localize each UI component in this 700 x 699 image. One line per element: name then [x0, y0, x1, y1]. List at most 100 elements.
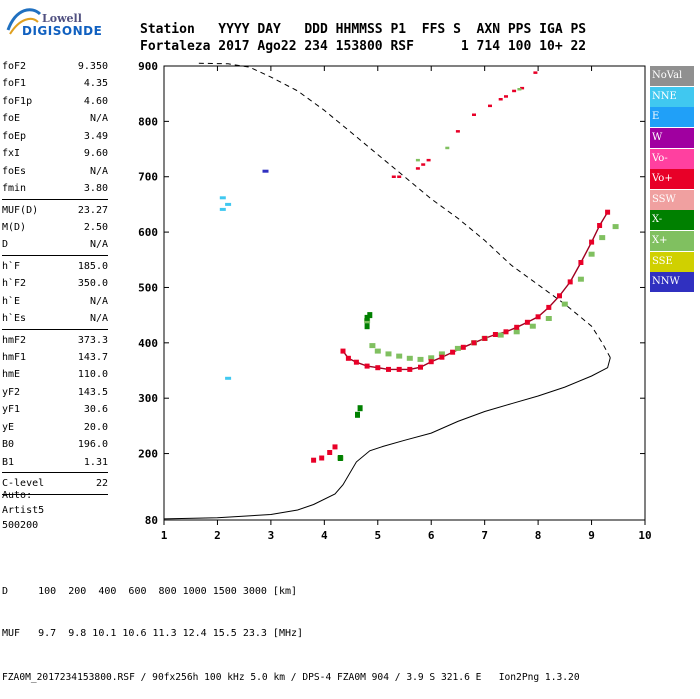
y-tick-label: 900	[138, 60, 158, 73]
param-name: foEs	[2, 165, 27, 177]
param-row-hes: h`Es N/A	[2, 310, 108, 327]
param-name: D	[2, 239, 9, 251]
param-name: foF1	[2, 78, 27, 90]
param-separator	[2, 328, 108, 330]
param-row-b1: B1 1.31	[2, 454, 108, 471]
param-name: foEp	[2, 130, 27, 142]
x-tick-label: 10	[638, 529, 651, 542]
x-tick-label: 1	[161, 529, 168, 542]
o-sporadic-echo	[397, 175, 402, 178]
o-plus-echo	[439, 354, 445, 360]
electron-density-profile	[163, 357, 611, 520]
o-plus-echo	[396, 366, 402, 372]
x-tick-label: 8	[535, 529, 542, 542]
param-value: 4.35	[83, 78, 108, 90]
o-plus-echo	[578, 260, 584, 265]
x-tick-label: 6	[428, 529, 435, 542]
param-row-hf: h`F 185.0	[2, 258, 108, 275]
o-plus-echo	[524, 319, 530, 325]
f-trace-fit-line	[342, 211, 609, 371]
legend-item-x: X-	[650, 210, 694, 231]
param-row-clevel: C-level 22	[2, 475, 108, 492]
o-plus-echo	[535, 314, 541, 320]
x-minus-echo	[364, 314, 370, 321]
param-row-foes: foEs N/A	[2, 163, 108, 180]
x-tick-label: 5	[374, 529, 381, 542]
o-plus-echo	[345, 355, 351, 361]
param-value: N/A	[89, 113, 108, 125]
x-minus-echo	[357, 405, 363, 412]
x-plus-echo	[529, 323, 536, 329]
param-value: N/A	[89, 313, 108, 325]
o-plus-echo	[605, 209, 611, 215]
param-name: C-level	[2, 478, 45, 490]
param-value: N/A	[89, 295, 108, 307]
o-sporadic-echo	[498, 98, 503, 101]
digisonde-logo: Lowell DIGISONDE	[4, 4, 154, 44]
x-plus-echo	[561, 301, 568, 307]
param-row-fmin: fmin 3.80	[2, 180, 108, 197]
x-sporadic-echo	[415, 158, 420, 162]
o-plus-echo	[364, 363, 370, 369]
param-value: 9.350	[77, 61, 108, 72]
param-row-he: h`E N/A	[2, 293, 108, 310]
o-plus-echo	[327, 450, 333, 455]
plot-frame	[163, 65, 646, 521]
param-value: 9.60	[83, 148, 108, 160]
param-row-fof2: foF2 9.350	[2, 58, 108, 75]
y-tick-label: 700	[138, 171, 158, 184]
x-plus-echo	[577, 276, 584, 282]
param-value: N/A	[89, 165, 108, 177]
legend-item-nne: NNE	[650, 86, 694, 107]
auto-program: Artist5	[2, 505, 45, 516]
param-name: h`E	[2, 295, 21, 307]
param-row-ye: yE 20.0	[2, 419, 108, 436]
x-plus-echo	[513, 329, 520, 335]
param-value: 3.49	[83, 130, 108, 142]
x-plus-echo	[385, 351, 392, 357]
param-value: 22	[95, 478, 108, 490]
param-name: hmE	[2, 369, 21, 381]
x-sporadic-echo	[445, 146, 450, 150]
nne-echo	[219, 196, 226, 200]
param-value: 373.3	[77, 334, 108, 346]
param-name: foF1p	[2, 95, 33, 107]
legend-item-sse: SSE	[650, 251, 694, 272]
y-tick-label: 300	[138, 392, 158, 405]
param-row-fof1: foF1 4.35	[2, 75, 108, 92]
o-plus-echo	[460, 344, 466, 350]
param-name: yF1	[2, 404, 21, 416]
param-value: 185.0	[77, 260, 108, 272]
logo-swoosh-icon	[6, 8, 42, 35]
logo-line2: DIGISONDE	[22, 24, 103, 38]
param-value: 350.0	[77, 278, 108, 290]
o-plus-echo	[407, 366, 413, 372]
nnw-echo	[262, 169, 269, 173]
legend-item-e: E	[650, 107, 694, 128]
x-plus-echo	[428, 355, 435, 361]
x-plus-echo	[374, 348, 381, 354]
legend-item-ssw: SSW	[650, 189, 694, 210]
param-value: 110.0	[77, 369, 108, 381]
param-row-yf2: yF2 143.5	[2, 384, 108, 401]
param-name: B1	[2, 456, 15, 468]
header-labels: Station YYYY DAY DDD HHMMSS P1 FFS S AXN…	[140, 22, 587, 37]
o-plus-echo	[567, 279, 573, 285]
param-row-foe: foE N/A	[2, 110, 108, 127]
param-name: fxI	[2, 148, 21, 160]
profile-dashed-line	[196, 62, 611, 358]
param-value: 196.0	[77, 439, 108, 451]
o-sporadic-echo	[391, 175, 396, 178]
o-sporadic-echo	[533, 71, 538, 74]
param-name: M(D)	[2, 221, 27, 233]
footer: D 100 200 400 600 800 1000 1500 3000 [km…	[2, 557, 580, 699]
o-plus-echo	[503, 329, 509, 335]
param-name: yE	[2, 421, 15, 433]
param-value: 2.50	[83, 221, 108, 233]
o-sporadic-echo	[472, 113, 476, 116]
param-row-fof1p: foF1p 4.60	[2, 93, 108, 110]
param-value: 23.27	[77, 204, 108, 216]
o-plus-echo	[514, 324, 520, 330]
y-tick-label: 80	[145, 514, 158, 527]
param-row-b0: B0 196.0	[2, 436, 108, 453]
